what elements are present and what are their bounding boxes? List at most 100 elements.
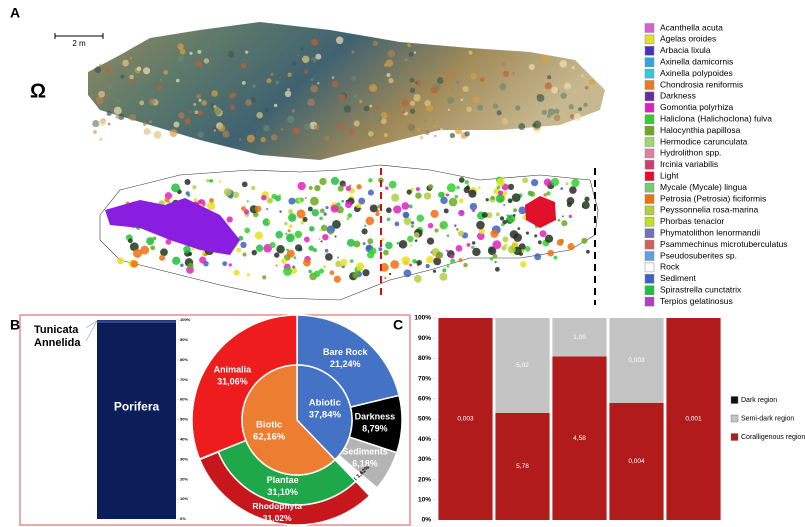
texture-spot	[140, 246, 149, 255]
texture-spot	[459, 198, 464, 203]
texture-spot	[534, 253, 541, 260]
texture-spot	[265, 107, 270, 112]
texture-spot	[195, 60, 202, 67]
texture-spot	[213, 105, 216, 108]
legend-label: Gomontia polyrhiza	[660, 102, 734, 112]
texture-spot	[107, 111, 112, 116]
texture-spot	[461, 98, 464, 101]
texture-spot	[346, 186, 351, 191]
texture-spot	[180, 263, 184, 267]
texture-spot	[323, 265, 326, 268]
texture-spot	[163, 70, 168, 75]
texture-spot	[186, 191, 190, 195]
texture-spot	[431, 251, 433, 253]
texture-spot	[308, 270, 312, 274]
texture-spot	[143, 67, 150, 74]
texture-spot	[551, 178, 559, 186]
texture-spot	[338, 186, 344, 192]
texture-spot	[319, 178, 326, 185]
legend-swatch	[645, 149, 654, 158]
texture-spot	[154, 131, 162, 139]
texture-spot	[508, 246, 516, 254]
texture-spot	[571, 179, 579, 187]
texture-spot	[195, 110, 199, 114]
texture-spot	[242, 81, 246, 85]
texture-spot	[308, 207, 313, 212]
texture-spot	[331, 177, 339, 185]
texture-spot	[507, 214, 510, 217]
texture-spot	[497, 186, 501, 190]
mosaic-label: Ω	[30, 80, 46, 102]
y-tick-label: 10%	[418, 497, 431, 504]
texture-spot	[207, 44, 209, 46]
texture-spot	[410, 109, 415, 114]
texture-spot	[476, 221, 485, 230]
texture-spot	[414, 232, 420, 238]
texture-spot	[197, 50, 201, 54]
texture-spot	[581, 238, 587, 244]
texture-spot	[242, 252, 246, 256]
texture-spot	[407, 236, 413, 242]
scale-label: 2 m	[72, 39, 86, 48]
legend-label: Acanthella acuta	[660, 22, 723, 32]
texture-spot	[425, 130, 430, 135]
texture-spot	[459, 258, 463, 262]
texture-spot	[262, 275, 266, 279]
texture-spot	[245, 51, 248, 54]
legend-label: Agelas oroides	[660, 34, 716, 44]
texture-spot	[92, 120, 99, 127]
texture-spot	[448, 109, 450, 111]
texture-spot	[279, 210, 281, 212]
legend-label: Psammechinus microtuberculatus	[660, 239, 788, 249]
texture-spot	[298, 199, 301, 202]
texture-spot	[477, 105, 483, 111]
texture-spot	[415, 239, 418, 242]
texture-spot	[428, 184, 433, 189]
segment-value: 37,84%	[309, 409, 342, 420]
texture-spot	[241, 63, 247, 69]
texture-spot	[241, 206, 246, 211]
texture-spot	[447, 69, 454, 76]
texture-spot	[107, 84, 112, 89]
texture-spot	[300, 47, 303, 50]
texture-spot	[490, 257, 494, 261]
legend-swatch	[645, 92, 654, 101]
texture-spot	[214, 108, 221, 115]
texture-spot	[114, 107, 122, 115]
texture-spot	[569, 104, 574, 109]
texture-spot	[288, 209, 293, 214]
texture-spot	[115, 115, 119, 119]
texture-spot	[196, 94, 201, 99]
texture-spot	[434, 135, 436, 137]
y-tick-label: 70%	[180, 377, 188, 382]
legend-label: Phymatolithon lenormandii	[660, 227, 760, 237]
texture-spot	[321, 225, 328, 232]
texture-spot	[389, 181, 397, 189]
texture-spot	[304, 123, 311, 130]
texture-spot	[129, 114, 136, 121]
texture-spot	[512, 193, 521, 202]
texture-spot	[403, 217, 411, 225]
texture-spot	[472, 241, 475, 244]
texture-spot	[517, 227, 520, 230]
texture-spot	[345, 201, 352, 208]
series-label: Tunicata	[34, 324, 79, 336]
legend-label: Haliclona (Halichoclona) fulva	[660, 113, 772, 123]
texture-spot	[581, 75, 583, 77]
legend-swatch	[731, 415, 738, 422]
segment-value: 31,06%	[217, 377, 248, 387]
texture-spot	[319, 217, 322, 220]
y-tick-label: 0%	[422, 517, 432, 524]
texture-spot	[177, 55, 184, 62]
texture-spot	[288, 229, 291, 232]
texture-spot	[411, 225, 414, 228]
texture-spot	[314, 125, 319, 130]
texture-spot	[339, 94, 345, 100]
segment-value: 31,02%	[263, 513, 292, 523]
texture-spot	[247, 200, 249, 202]
texture-spot	[189, 111, 192, 114]
texture-spot	[184, 179, 190, 185]
texture-spot	[295, 231, 302, 238]
texture-spot	[281, 128, 284, 131]
texture-spot	[159, 255, 165, 261]
